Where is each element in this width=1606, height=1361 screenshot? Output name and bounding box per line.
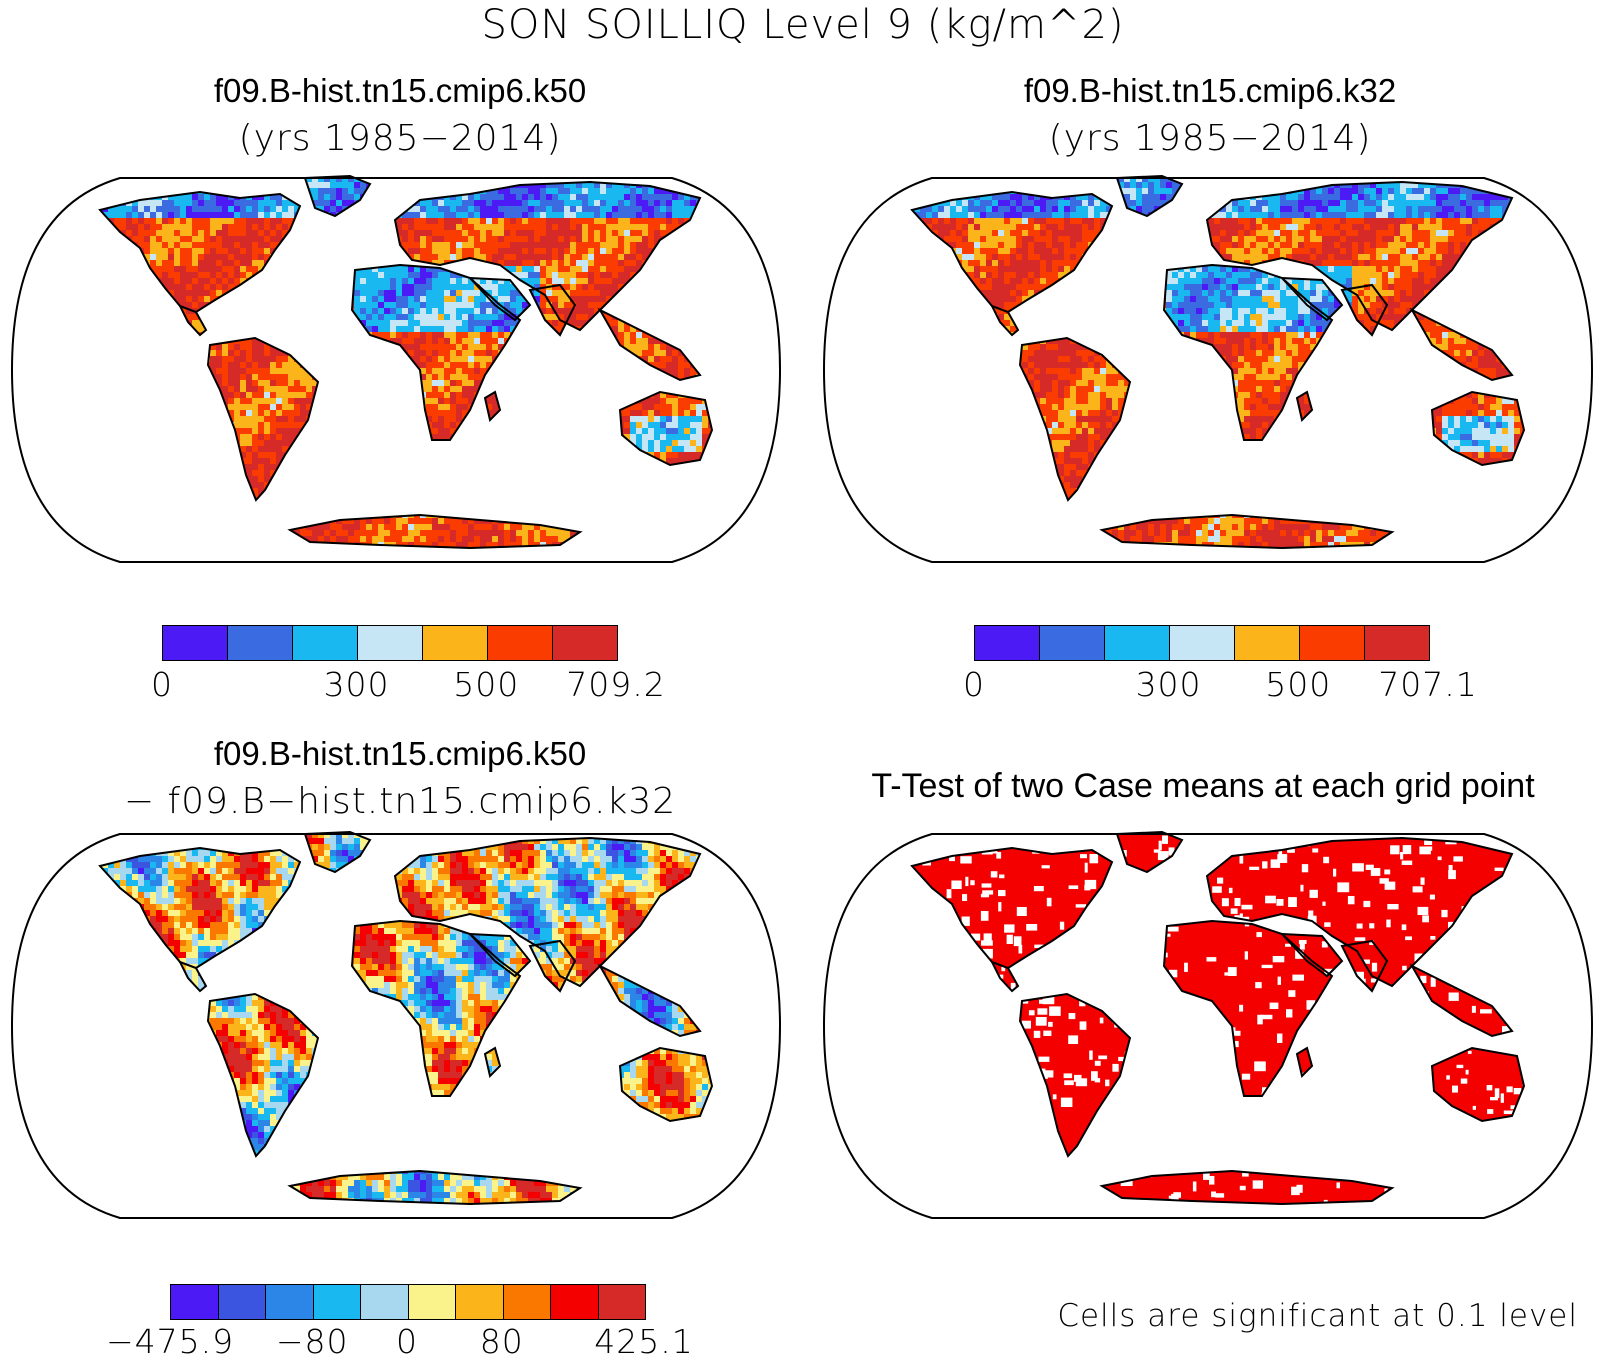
panel1-map [0,170,792,575]
colorbar-swatch [599,1285,646,1319]
world-map [812,170,1604,570]
colorbar-swatch [1040,626,1105,660]
colorbar-swatch [551,1285,599,1319]
figure-title: SON SOILLIQ Level 9 (kg/m^2) [0,2,1606,48]
colorbar-swatch [1170,626,1235,660]
world-map [0,826,792,1226]
colorbar-swatch [488,626,553,660]
colorbar-swatch [504,1285,552,1319]
panel3-subtitle: − f09.B−hist.tn15.cmip6.k32 [70,781,730,822]
panel3-colorbar [170,1284,646,1320]
panel2-subtitle: (yrs 1985−2014) [900,118,1520,159]
world-map [0,170,792,570]
colorbar-swatch [266,1285,314,1319]
colorbar-swatch [456,1285,504,1319]
colorbar-tick-label: 300 [1136,665,1202,704]
panel2-colorbar [974,625,1430,661]
colorbar-swatch [358,626,423,660]
colorbar-tick-label: 0 [396,1322,418,1361]
colorbar-tick-label: 0 [151,665,173,704]
colorbar-swatch [1300,626,1365,660]
colorbar-swatch [163,626,228,660]
panel2-map [812,170,1604,575]
panel4-note: Cells are significant at 0.1 level [1057,1298,1578,1334]
colorbar-swatch [1235,626,1300,660]
colorbar-swatch [219,1285,267,1319]
panel4-title: T-Test of two Case means at each grid po… [800,767,1606,806]
colorbar-tick-label: 500 [1265,665,1331,704]
colorbar-tick-label: 300 [324,665,390,704]
colorbar-tick-label: 709.2 [566,665,665,704]
colorbar-swatch [975,626,1040,660]
colorbar-swatch [293,626,358,660]
world-map [812,826,1604,1226]
colorbar-swatch [423,626,488,660]
colorbar-swatch [361,1285,409,1319]
colorbar-tick-label: 500 [453,665,519,704]
panel1-colorbar [162,625,618,661]
colorbar-tick-label: 425.1 [594,1322,693,1361]
panel3-map [0,826,792,1231]
colorbar-swatch [1105,626,1170,660]
colorbar-swatch [553,626,617,660]
panel1-title: f09.B-hist.tn15.cmip6.k50 [90,72,710,110]
colorbar-swatch [1365,626,1429,660]
colorbar-swatch [171,1285,219,1319]
panel4-map [812,826,1604,1231]
panel1-subtitle: (yrs 1985−2014) [90,118,710,159]
colorbar-tick-label: −475.9 [106,1322,234,1361]
colorbar-tick-label: 0 [963,665,985,704]
colorbar-swatch [228,626,293,660]
colorbar-swatch [409,1285,457,1319]
panel3-title: f09.B-hist.tn15.cmip6.k50 [90,735,710,773]
colorbar-tick-label: 80 [480,1322,524,1361]
colorbar-swatch [314,1285,362,1319]
colorbar-tick-label: 707.1 [1378,665,1477,704]
colorbar-tick-label: −80 [276,1322,349,1361]
panel2-title: f09.B-hist.tn15.cmip6.k32 [900,72,1520,110]
